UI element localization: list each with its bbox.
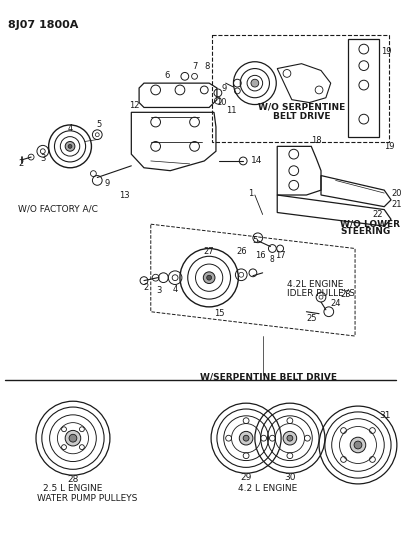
Text: 29: 29 [241,473,252,482]
Text: 21: 21 [391,200,402,209]
Text: 20: 20 [391,189,402,198]
Text: 14: 14 [251,157,262,165]
Text: W/SERPENTINE BELT DRIVE: W/SERPENTINE BELT DRIVE [200,373,337,382]
Circle shape [69,434,77,442]
Text: 28: 28 [67,474,79,483]
Text: 8: 8 [204,62,210,71]
Text: 4.2 L ENGINE: 4.2 L ENGINE [238,484,297,493]
Text: 4.2L ENGINE: 4.2L ENGINE [287,280,343,289]
Text: 9: 9 [221,84,226,93]
Text: 30: 30 [284,473,296,482]
Text: 4: 4 [173,285,178,294]
Text: 18: 18 [311,136,321,145]
Circle shape [287,435,293,441]
Text: 31: 31 [379,411,391,421]
Circle shape [207,275,212,280]
Text: 17: 17 [275,251,286,260]
Text: 27: 27 [204,247,215,256]
Text: W/O FACTORY A/C: W/O FACTORY A/C [17,205,97,214]
Text: 19: 19 [382,46,392,55]
Text: 2: 2 [143,283,149,292]
Text: 15: 15 [213,309,224,318]
Circle shape [283,431,297,445]
Text: STEERING: STEERING [340,228,391,237]
Text: 5: 5 [252,236,258,245]
Text: W/O LOWER: W/O LOWER [340,220,400,229]
Text: 10: 10 [217,98,227,107]
Text: 1: 1 [248,189,253,198]
Text: 3: 3 [156,286,161,295]
Text: 25: 25 [306,314,316,323]
Text: 12: 12 [129,101,140,110]
Text: 6: 6 [165,71,170,80]
Text: W/O SERPENTINE: W/O SERPENTINE [258,103,345,112]
Circle shape [65,431,81,446]
Circle shape [239,431,253,445]
Text: 13: 13 [119,190,130,199]
Circle shape [354,441,362,449]
Circle shape [68,144,72,148]
Text: WATER PUMP PULLEYS: WATER PUMP PULLEYS [37,494,138,503]
Circle shape [65,141,75,151]
Text: 2.5 L ENGINE: 2.5 L ENGINE [43,484,103,493]
Text: 16: 16 [255,251,266,260]
Text: 8: 8 [270,255,275,264]
Text: 5: 5 [96,120,102,130]
Text: BELT DRIVE: BELT DRIVE [273,112,330,120]
Circle shape [243,435,249,441]
Text: IDLER PULLEYS: IDLER PULLEYS [287,289,355,298]
Text: 9: 9 [104,179,110,188]
Text: 8J07 1800A: 8J07 1800A [8,20,78,30]
Text: 2: 2 [19,159,24,168]
Text: 11: 11 [226,106,237,115]
Circle shape [203,272,215,284]
Text: 4: 4 [68,124,73,133]
Text: 22: 22 [372,210,383,219]
Text: 7: 7 [192,62,197,71]
Text: 26: 26 [236,247,246,256]
Circle shape [350,437,366,453]
Text: 3: 3 [40,154,45,163]
Text: 24: 24 [331,300,341,309]
Text: 19: 19 [384,142,395,151]
Text: 23: 23 [340,290,351,298]
Circle shape [251,79,259,87]
